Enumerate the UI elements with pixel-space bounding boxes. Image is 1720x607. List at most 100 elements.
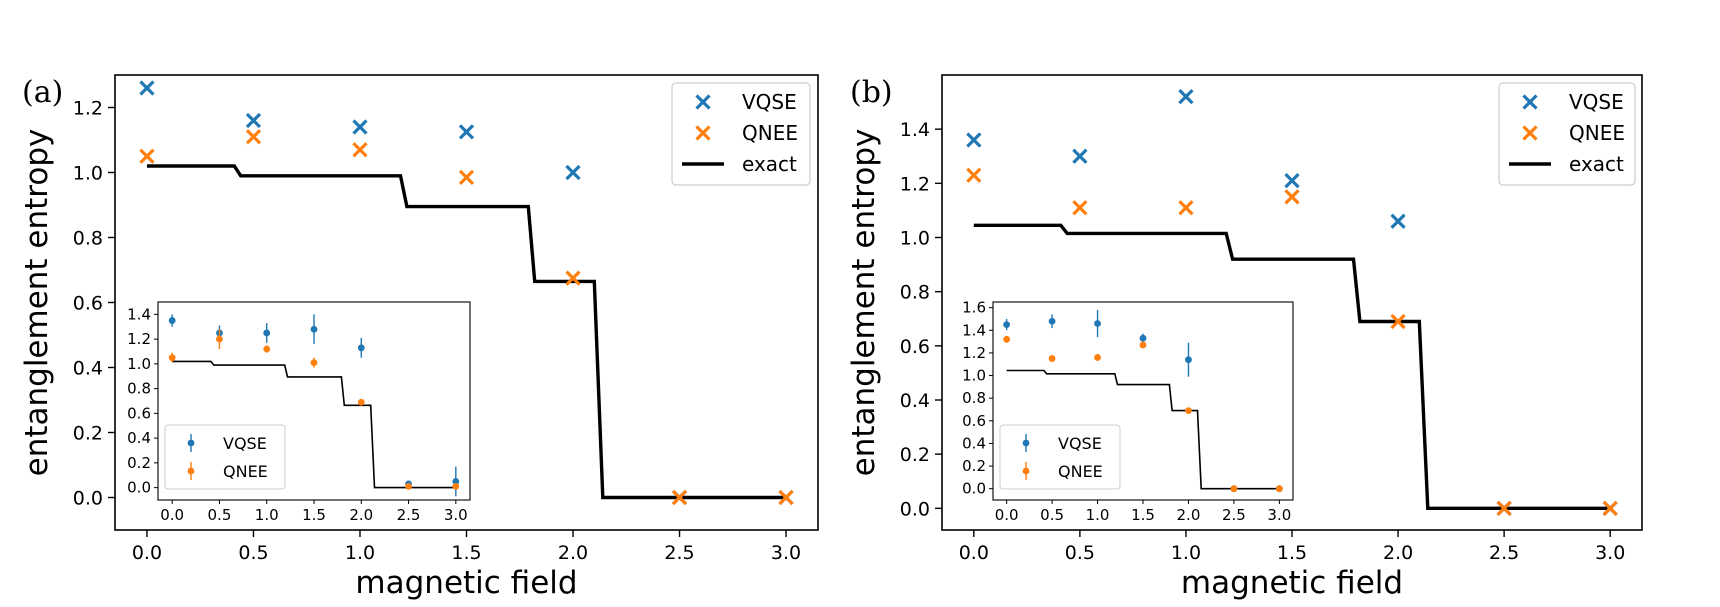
legend-marker-qnee xyxy=(695,125,711,141)
point-qnee xyxy=(1390,313,1406,330)
y-tick-label: 1.0 xyxy=(73,163,103,185)
point-qnee xyxy=(352,142,368,158)
inset-point-qnee xyxy=(1185,407,1192,415)
point-vqse xyxy=(1390,213,1406,229)
point-vqse xyxy=(352,119,368,135)
inset-x-tick-label: 2.5 xyxy=(397,506,421,524)
legend-label: VQSE xyxy=(742,90,797,114)
legend-box xyxy=(1498,82,1636,186)
inset-legend-label: VQSE xyxy=(223,434,267,453)
inset-y-tick-label: 0.8 xyxy=(127,380,151,398)
point-vqse xyxy=(1178,89,1194,105)
inset-point-qnee xyxy=(452,482,460,490)
inset-x-tick-label: 1.0 xyxy=(255,506,279,524)
legend-marker-vqse xyxy=(1522,94,1538,110)
y-tick-label: 0.0 xyxy=(900,498,930,520)
y-tick-label: 1.2 xyxy=(73,98,103,120)
inset-legend: VQSE QNEE xyxy=(164,424,286,490)
y-tick-label: 1.0 xyxy=(900,228,930,250)
inset-legend-marker xyxy=(1022,467,1030,475)
inset-point-qnee xyxy=(168,354,176,362)
x-tick-label: 0.5 xyxy=(238,542,268,564)
inset-x-tick-label: 1.0 xyxy=(1086,506,1110,524)
inset-y-tick-label: 1.0 xyxy=(127,355,151,373)
inset-y-tick-label: 1.2 xyxy=(962,344,986,362)
y-tick-label: 0.4 xyxy=(900,390,930,412)
x-tick-label: 0.5 xyxy=(1065,542,1095,564)
inset-x-tick-label: 3.0 xyxy=(444,506,468,524)
inset-point-qnee xyxy=(1048,355,1056,362)
inset-x-tick-label: 0.0 xyxy=(160,506,184,524)
inset-y-tick-label: 1.0 xyxy=(962,367,986,385)
inset-x-tick-label: 0.0 xyxy=(995,506,1019,524)
point-qnee xyxy=(565,270,581,286)
y-tick-label: 0.8 xyxy=(900,282,930,304)
chart-panel-a: (a) 0.0 0.5 1.0 1.5 2.0 2.5 3.0 0.0 0.2 0.4 0.6 0.8 1… xyxy=(19,74,819,601)
x-tick-label: 2.5 xyxy=(664,542,694,564)
inset-legend-label: QNEE xyxy=(1058,462,1103,481)
inset-x-tick-label: 2.0 xyxy=(349,506,373,524)
inset-x-tick-label: 1.5 xyxy=(302,506,326,524)
x-tick-label: 0.0 xyxy=(132,542,162,564)
inset-y-tick-label: 1.2 xyxy=(127,330,151,348)
inset-point-qnee xyxy=(1094,354,1101,361)
legend: VQSE QNEE exact xyxy=(671,82,811,186)
inset-point-vqse xyxy=(1094,320,1101,327)
x-axis-label: magnetic field xyxy=(1181,565,1403,601)
point-qnee xyxy=(1178,200,1194,216)
inset-point-qnee xyxy=(1230,485,1238,493)
inset-legend-label: QNEE xyxy=(223,462,268,481)
inset-point-qnee xyxy=(357,398,365,406)
y-tick-label: 0.2 xyxy=(900,444,930,466)
legend-marker-vqse xyxy=(695,94,711,110)
inset-point-vqse xyxy=(1003,321,1011,329)
inset-y-tick-label: 0.6 xyxy=(127,404,151,422)
point-qnee xyxy=(1602,500,1618,516)
inset-point-qnee xyxy=(1003,335,1011,343)
inset-x-tick-label: 0.5 xyxy=(1040,506,1064,524)
inset-point-vqse xyxy=(452,478,460,485)
legend-label: VQSE xyxy=(1569,90,1624,114)
y-tick-label: 0.2 xyxy=(73,423,103,445)
inset-legend-box xyxy=(164,424,286,490)
inset-x-tick-label: 0.5 xyxy=(208,506,232,524)
point-qnee xyxy=(139,148,155,164)
panel-label: (a) xyxy=(22,75,63,110)
legend-label: QNEE xyxy=(742,121,798,145)
legend-label: QNEE xyxy=(1569,121,1625,145)
x-tick-label: 1.5 xyxy=(1277,542,1307,564)
inset-y-tick-label: 0.0 xyxy=(127,479,151,497)
y-tick-label: 0.6 xyxy=(73,293,103,315)
legend-box xyxy=(671,82,811,186)
inset-legend-marker xyxy=(187,439,195,447)
inset-y-tick-label: 0.8 xyxy=(962,389,986,407)
point-vqse xyxy=(458,124,475,140)
inset-exact-line xyxy=(172,360,456,489)
inset-point-vqse xyxy=(310,325,318,333)
x-tick-label: 2.0 xyxy=(1383,542,1413,564)
inset-point-vqse xyxy=(1139,334,1147,342)
inset-point-qnee xyxy=(263,345,271,353)
point-vqse xyxy=(245,112,262,129)
point-qnee xyxy=(966,167,982,183)
point-qnee xyxy=(245,129,262,145)
legend: VQSE QNEE exact xyxy=(1498,82,1636,186)
inset-point-vqse xyxy=(168,317,176,324)
x-tick-label: 2.5 xyxy=(1489,542,1519,564)
inset-point-qnee xyxy=(1275,485,1283,493)
inset-legend-marker xyxy=(1022,439,1030,447)
legend-marker-qnee xyxy=(1522,125,1538,141)
inset-legend-marker xyxy=(187,467,195,475)
inset-x-tick-label: 2.0 xyxy=(1177,506,1201,524)
x-tick-label: 0.0 xyxy=(959,542,989,564)
chart-panel-b: (b) 0.0 0.5 1.0 1.5 2.0 2.5 3.0 0.0 0.2 0.4 0.6 0.8 1… xyxy=(846,74,1643,601)
y-tick-label: 0.0 xyxy=(73,488,103,510)
exact-line xyxy=(973,223,1611,510)
point-vqse xyxy=(966,132,982,148)
point-qnee xyxy=(1284,189,1300,205)
legend-label: exact xyxy=(742,152,797,176)
inset-point-qnee xyxy=(310,359,318,367)
inset-exact-line xyxy=(1006,369,1280,490)
inset-point-vqse xyxy=(263,329,271,337)
